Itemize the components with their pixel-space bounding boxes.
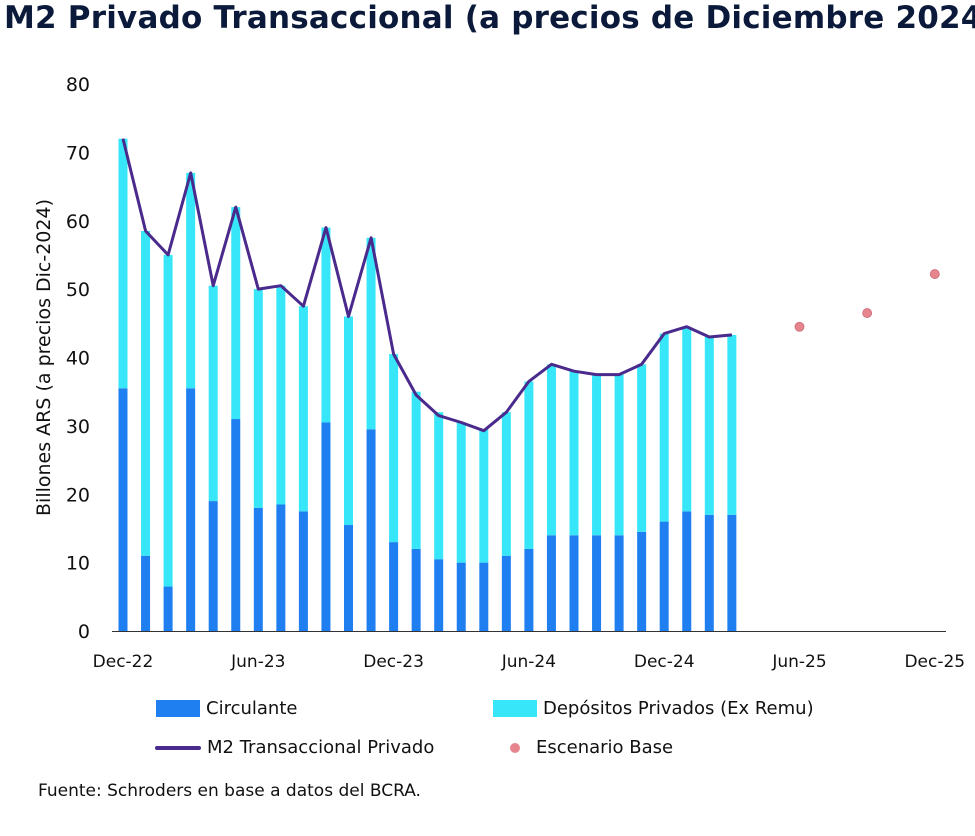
bar-depositos [344, 316, 353, 526]
bar-circulante [118, 388, 128, 631]
bar-circulante [208, 501, 218, 631]
scatter-point-escenario [929, 269, 940, 279]
x-tick-label: Jun-25 [771, 652, 826, 672]
bar-depositos [501, 412, 511, 556]
bar-depositos [186, 172, 196, 389]
x-tick-label: Jun-23 [230, 652, 285, 672]
legend-label-m2: M2 Transaccional Privado [207, 737, 435, 758]
chart-svg: 0 10 20 30 40 50 60 70 80 Billones ARS (a precios… [33, 74, 965, 672]
scatter-point-escenario [794, 321, 805, 332]
bar-circulante [366, 429, 376, 631]
bar-circulante [524, 548, 534, 631]
bar-depositos [546, 364, 556, 536]
legend-swatch-m2 [155, 745, 201, 750]
scatter-point-escenario [862, 308, 873, 318]
bar-circulante [614, 535, 624, 631]
bar-depositos [524, 381, 534, 549]
bar-circulante [727, 514, 737, 631]
bar-circulante [456, 562, 466, 631]
bar-depositos [276, 285, 286, 505]
bar-depositos [727, 334, 737, 515]
bar-circulante [546, 535, 556, 631]
bar-depositos [456, 422, 466, 563]
legend-item-depositos: Depósitos Privados (Ex Remu) [493, 698, 814, 719]
bar-depositos [253, 289, 263, 508]
y-tick-label: 50 [66, 279, 90, 301]
bar-depositos [434, 412, 444, 560]
bar-circulante [163, 586, 173, 631]
bar-circulante [276, 504, 286, 631]
bar-depositos [704, 336, 714, 515]
legend-item-m2: M2 Transaccional Privado [155, 737, 434, 758]
bar-circulante [231, 419, 241, 631]
x-tick-label: Dec-24 [634, 652, 695, 672]
legend-label-escenario: Escenario Base [536, 737, 674, 758]
y-tick-label: 40 [66, 348, 90, 370]
bar-circulante [637, 531, 647, 631]
bar-depositos [614, 374, 624, 536]
bar-depositos [231, 207, 241, 420]
legend-item-circulante: Circulante [156, 698, 297, 719]
bar-circulante [434, 559, 444, 631]
bar-circulante [569, 535, 579, 631]
legend-item-escenario: Escenario Base [494, 737, 673, 758]
bar-depositos [163, 254, 173, 587]
legend-swatch-circulante [156, 700, 200, 717]
series-line-m2 [121, 138, 733, 433]
y-axis-label: Billones ARS (a precios Dic-2024) [33, 199, 55, 516]
bar-depositos [479, 429, 489, 563]
bar-depositos [366, 237, 376, 430]
bar-circulante [253, 507, 263, 631]
bar-depositos [118, 138, 128, 389]
source-note: Fuente: Schroders en base a datos del BC… [38, 781, 421, 801]
bar-circulante [186, 388, 196, 631]
bar-depositos [389, 354, 399, 543]
bar-depositos [141, 231, 151, 556]
bar-circulante [704, 514, 714, 631]
legend-label-circulante: Circulante [206, 698, 298, 719]
x-tick-label: Dec-25 [904, 652, 965, 672]
bar-depositos [298, 306, 308, 512]
y-tick-label: 20 [66, 484, 90, 506]
bar-circulante [659, 521, 669, 631]
legend-label-depositos: Depósitos Privados (Ex Remu) [543, 698, 814, 719]
chart-title: M2 Privado Transaccional (a precios de D… [4, 0, 975, 36]
bar-depositos [208, 285, 218, 502]
bar-circulante [479, 562, 489, 631]
bar-circulante [321, 422, 331, 631]
bar-circulante [141, 555, 151, 631]
x-tick-label: Dec-23 [363, 652, 424, 672]
x-tick-label: Dec-22 [93, 652, 154, 672]
bar-circulante [501, 555, 511, 631]
legend-swatch-depositos [493, 700, 537, 717]
bar-depositos [411, 391, 421, 549]
bar-circulante [682, 511, 692, 631]
bar-circulante [298, 511, 308, 631]
bar-depositos [592, 374, 602, 536]
bar-depositos [637, 364, 647, 532]
x-tick-label: Jun-24 [501, 652, 556, 672]
bar-depositos [569, 371, 579, 536]
bar-depositos [321, 227, 331, 423]
bar-depositos [659, 333, 669, 522]
bar-circulante [389, 542, 399, 631]
legend-swatch-escenario [510, 742, 520, 753]
y-tick-label: 80 [66, 74, 90, 96]
bar-depositos [682, 326, 692, 512]
bar-circulante [344, 525, 353, 631]
y-tick-label: 0 [78, 621, 90, 643]
y-tick-label: 30 [66, 416, 90, 438]
y-tick-label: 10 [66, 553, 90, 575]
y-tick-label: 70 [66, 142, 90, 164]
bar-circulante [592, 535, 602, 631]
y-tick-label: 60 [66, 211, 90, 233]
bar-circulante [411, 548, 421, 631]
